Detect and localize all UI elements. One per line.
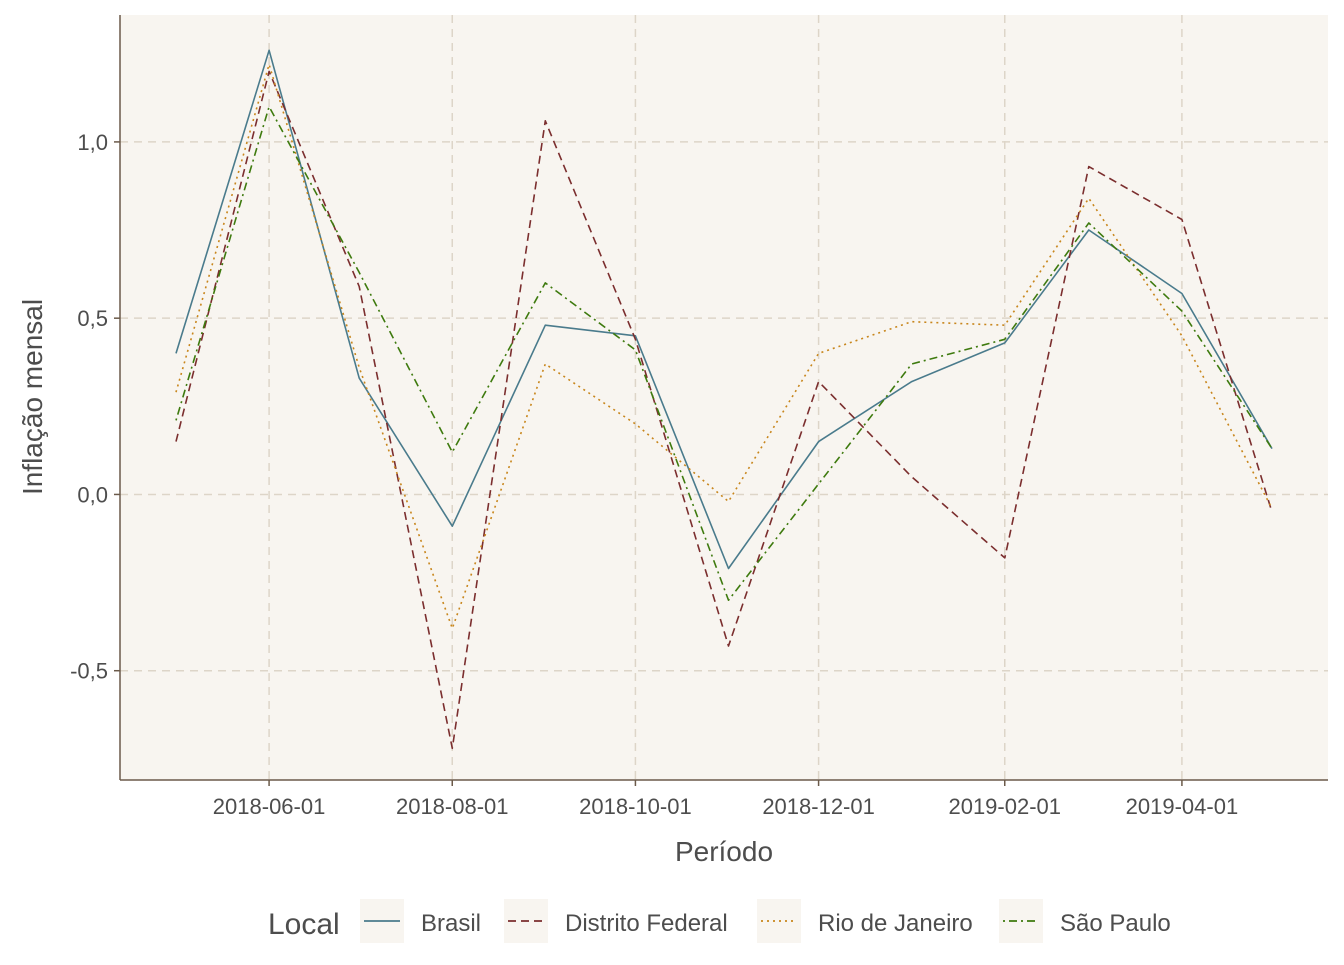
x-tick-labels: 2018-06-01 2018-08-01 2018-10-01 2018-12-01… xyxy=(213,780,1238,819)
y-tick-label: 0,5 xyxy=(77,306,108,331)
x-tick-label: 2018-08-01 xyxy=(396,794,509,819)
series-line-s-o-paulo xyxy=(175,105,1273,602)
legend-label: Brasil xyxy=(421,910,481,937)
plot-panel xyxy=(120,15,1328,780)
series-line-distrito-federal xyxy=(175,70,1273,750)
gridlines xyxy=(120,15,1328,780)
legend-label: São Paulo xyxy=(1060,910,1171,937)
x-tick-label: 2019-02-01 xyxy=(948,794,1061,819)
x-tick-label: 2018-10-01 xyxy=(579,794,692,819)
legend-label: Rio de Janeiro xyxy=(818,910,973,937)
legend-label: Distrito Federal xyxy=(565,910,728,937)
y-tick-label: -0,5 xyxy=(70,659,108,684)
series-line-brasil xyxy=(175,49,1273,570)
x-tick-label: 2018-06-01 xyxy=(213,794,326,819)
y-tick-label: 1,0 xyxy=(77,130,108,155)
series-lines xyxy=(175,49,1273,750)
y-axis-title: Inflação mensal xyxy=(17,299,48,495)
x-axis-title: Período xyxy=(675,836,773,867)
y-tick-labels: -0,5 0,0 0,5 1,0 xyxy=(70,130,120,684)
legend-title: Local xyxy=(268,908,340,941)
y-tick-label: 0,0 xyxy=(77,482,108,507)
legend: Local Brasil Distrito Federal Rio de Janei… xyxy=(268,899,1171,943)
x-tick-label: 2018-12-01 xyxy=(762,794,875,819)
x-tick-label: 2019-04-01 xyxy=(1126,794,1239,819)
